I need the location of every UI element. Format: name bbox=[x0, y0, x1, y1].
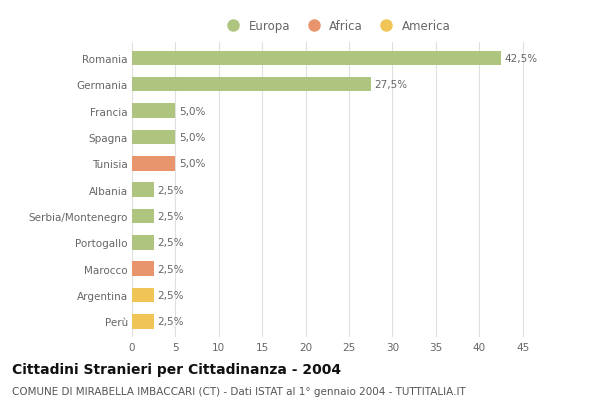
Text: 5,0%: 5,0% bbox=[179, 106, 205, 116]
Bar bbox=[132, 157, 175, 171]
Bar bbox=[132, 288, 154, 303]
Text: 5,0%: 5,0% bbox=[179, 159, 205, 169]
Bar bbox=[132, 183, 154, 198]
Bar bbox=[132, 236, 154, 250]
Bar bbox=[132, 262, 154, 276]
Text: 2,5%: 2,5% bbox=[157, 211, 184, 221]
Text: 42,5%: 42,5% bbox=[505, 54, 538, 64]
Text: 2,5%: 2,5% bbox=[157, 238, 184, 248]
Text: 27,5%: 27,5% bbox=[374, 80, 407, 90]
Bar bbox=[132, 104, 175, 119]
Text: 2,5%: 2,5% bbox=[157, 185, 184, 195]
Text: COMUNE DI MIRABELLA IMBACCARI (CT) - Dati ISTAT al 1° gennaio 2004 - TUTTITALIA.: COMUNE DI MIRABELLA IMBACCARI (CT) - Dat… bbox=[12, 387, 466, 396]
Bar bbox=[132, 315, 154, 329]
Bar bbox=[132, 209, 154, 224]
Text: 2,5%: 2,5% bbox=[157, 317, 184, 327]
Bar bbox=[132, 52, 501, 66]
Text: 2,5%: 2,5% bbox=[157, 264, 184, 274]
Bar bbox=[132, 78, 371, 92]
Bar bbox=[132, 130, 175, 145]
Text: 5,0%: 5,0% bbox=[179, 133, 205, 143]
Text: 2,5%: 2,5% bbox=[157, 290, 184, 300]
Text: Cittadini Stranieri per Cittadinanza - 2004: Cittadini Stranieri per Cittadinanza - 2… bbox=[12, 362, 341, 376]
Legend: Europa, Africa, America: Europa, Africa, America bbox=[217, 15, 455, 37]
